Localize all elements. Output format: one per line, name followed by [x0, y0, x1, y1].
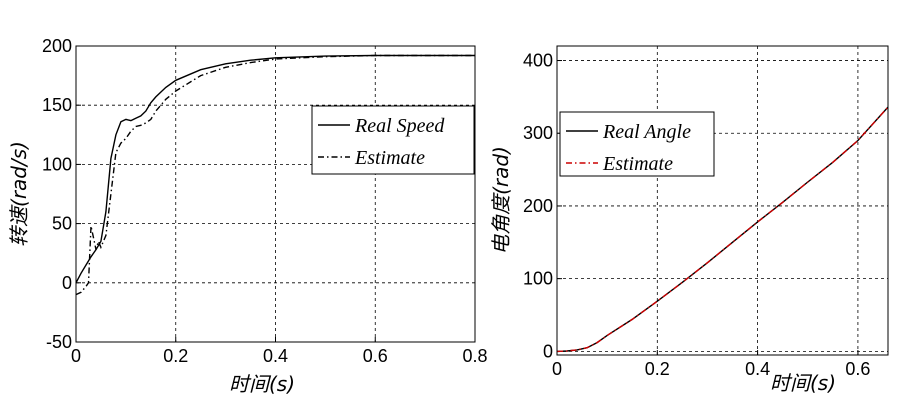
x-tick-label: 0.4 — [745, 359, 770, 379]
y-tick-label: 400 — [523, 51, 553, 71]
y-tick-label: 0 — [62, 273, 72, 293]
series-line-real-angle — [556, 106, 889, 353]
angle-chart: 0 0.2 0.4 0.6 0 100 200 300 400 Real Angle Estimat… — [489, 45, 889, 395]
plot-frame — [556, 45, 889, 356]
x-axis-title: 时间(s) — [770, 371, 836, 395]
x-tick-label: 0.2 — [163, 346, 188, 366]
y-tick-label: 100 — [523, 269, 553, 289]
series-line-real-speed — [75, 54, 475, 284]
y-tick-label: 50 — [52, 214, 72, 234]
legend-label: Real Speed — [354, 115, 445, 137]
x-tick-label: 0.8 — [462, 346, 487, 366]
y-tick-label: 200 — [42, 36, 72, 56]
legend-label: Estimate — [354, 147, 425, 169]
y-axis-title: 电角度(rad) — [489, 146, 513, 255]
legend-box — [311, 105, 475, 175]
y-tick-label: 100 — [42, 154, 72, 174]
x-tick-label: 0.4 — [263, 346, 288, 366]
series-line-estimate — [75, 54, 475, 296]
y-tick-label: 0 — [543, 341, 553, 361]
y-tick-label: 300 — [523, 123, 553, 143]
x-tick-label: 0.6 — [363, 346, 388, 366]
legend-label: Real Angle — [602, 121, 691, 143]
y-tick-label: 200 — [523, 196, 553, 216]
legend-label: Estimate — [602, 153, 673, 175]
x-tick-label: 0.2 — [645, 359, 670, 379]
x-tick-label: 0.6 — [845, 359, 870, 379]
x-axis-title: 时间(s) — [229, 372, 295, 396]
y-tick-label: 150 — [42, 95, 72, 115]
y-tick-label: -50 — [46, 332, 72, 352]
legend-box — [559, 111, 715, 177]
plot-area — [556, 45, 889, 356]
plot-frame — [75, 45, 476, 343]
x-tick-label: 0 — [71, 346, 81, 366]
x-tick-label: 0 — [552, 359, 562, 379]
y-axis-title: 转速(rad/s) — [7, 141, 31, 247]
